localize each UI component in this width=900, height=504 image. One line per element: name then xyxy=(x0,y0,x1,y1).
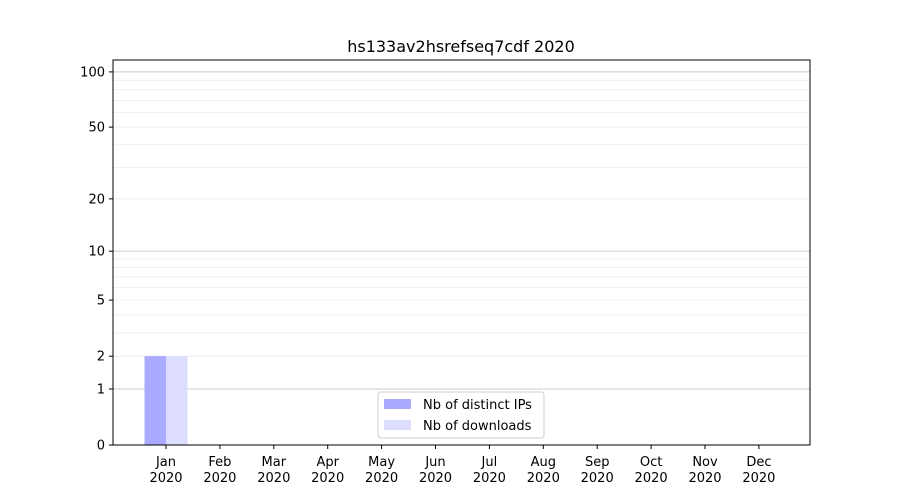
y-tick-label: 1 xyxy=(97,382,105,397)
legend-swatch xyxy=(384,420,411,430)
chart-title: hs133av2hsrefseq7cdf 2020 xyxy=(347,37,575,56)
x-tick-label: Mar 2020 xyxy=(257,455,290,486)
legend-box xyxy=(377,391,545,439)
x-tick-label: Jul 2020 xyxy=(473,455,506,486)
y-tick-label: 20 xyxy=(88,192,105,207)
legend-label: Nb of downloads xyxy=(423,419,532,434)
x-tick-label: Jun 2020 xyxy=(419,455,452,486)
x-tick-label: Feb 2020 xyxy=(203,455,236,486)
x-tick-label: Aug 2020 xyxy=(527,455,560,486)
y-tick-label: 5 xyxy=(97,294,105,309)
x-tick-label: Sep 2020 xyxy=(581,455,614,486)
bar-downloads xyxy=(166,356,188,445)
x-tick-label: Nov 2020 xyxy=(688,455,721,486)
y-tick-label: 100 xyxy=(80,65,105,80)
x-tick-label: May 2020 xyxy=(365,455,398,486)
x-tick-label: Oct 2020 xyxy=(635,455,668,486)
bar-distinct-ips xyxy=(144,356,166,445)
y-tick-label: 10 xyxy=(88,245,105,260)
x-tick-label: Jan 2020 xyxy=(149,455,182,486)
y-tick-label: 50 xyxy=(88,121,105,136)
x-tick-label: Dec 2020 xyxy=(742,455,775,486)
x-tick-label: Apr 2020 xyxy=(311,455,344,486)
plot-frame xyxy=(112,59,811,446)
y-tick-label: 2 xyxy=(97,350,105,365)
legend-swatch xyxy=(384,399,411,409)
y-tick-label: 0 xyxy=(97,439,105,454)
legend-label: Nb of distinct IPs xyxy=(423,398,532,413)
